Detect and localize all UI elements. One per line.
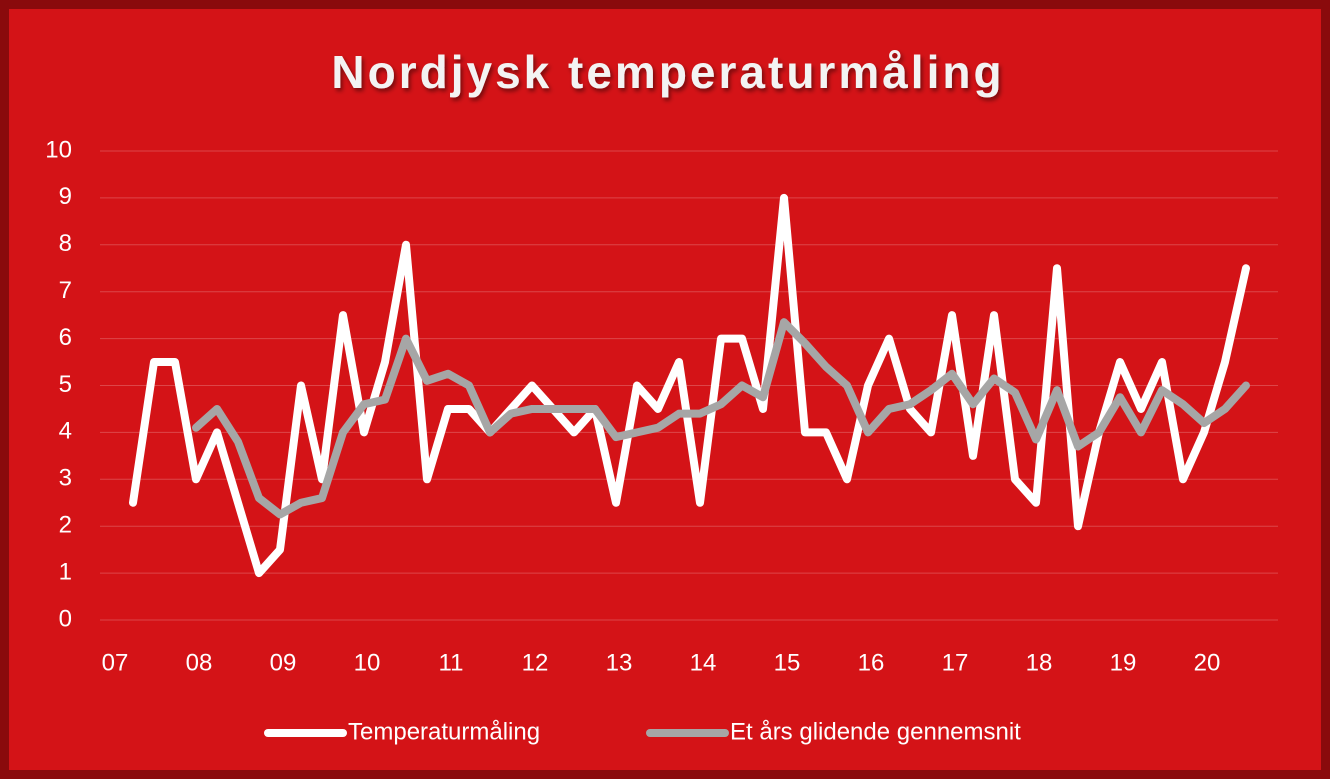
y-tick-label: 0 — [59, 605, 72, 632]
x-tick-label: 17 — [942, 649, 969, 676]
x-tick-label: 16 — [858, 649, 885, 676]
y-tick-label: 1 — [59, 558, 72, 585]
legend-label: Et års glidende gennemsnit — [730, 718, 1021, 745]
chart-title: Nordjysk temperaturmåling — [331, 46, 1004, 98]
x-tick-label: 09 — [270, 649, 297, 676]
x-tick-label: 10 — [354, 649, 381, 676]
y-tick-label: 10 — [45, 136, 72, 163]
series-line — [192, 318, 1250, 519]
y-tick-label: 6 — [59, 324, 72, 351]
y-tick-label: 9 — [59, 183, 72, 210]
x-tick-label: 11 — [439, 649, 464, 676]
y-tick-label: 7 — [59, 277, 72, 304]
y-tick-label: 2 — [59, 512, 72, 539]
y-tick-label: 5 — [59, 371, 72, 398]
x-tick-label: 14 — [690, 649, 717, 676]
legend-label: Temperaturmåling — [348, 718, 540, 745]
series-line — [129, 193, 1250, 578]
x-tick-label: 18 — [1026, 649, 1053, 676]
y-tick-label: 3 — [59, 465, 72, 492]
x-tick-label: 19 — [1110, 649, 1137, 676]
x-tick-label: 08 — [186, 649, 213, 676]
x-tick-label: 13 — [606, 649, 633, 676]
x-tick-label: 20 — [1194, 649, 1221, 676]
x-tick-label: 15 — [774, 649, 801, 676]
x-tick-label: 12 — [522, 649, 549, 676]
y-tick-label: 4 — [59, 418, 72, 445]
y-tick-label: 8 — [59, 230, 72, 257]
x-tick-label: 07 — [102, 649, 129, 676]
